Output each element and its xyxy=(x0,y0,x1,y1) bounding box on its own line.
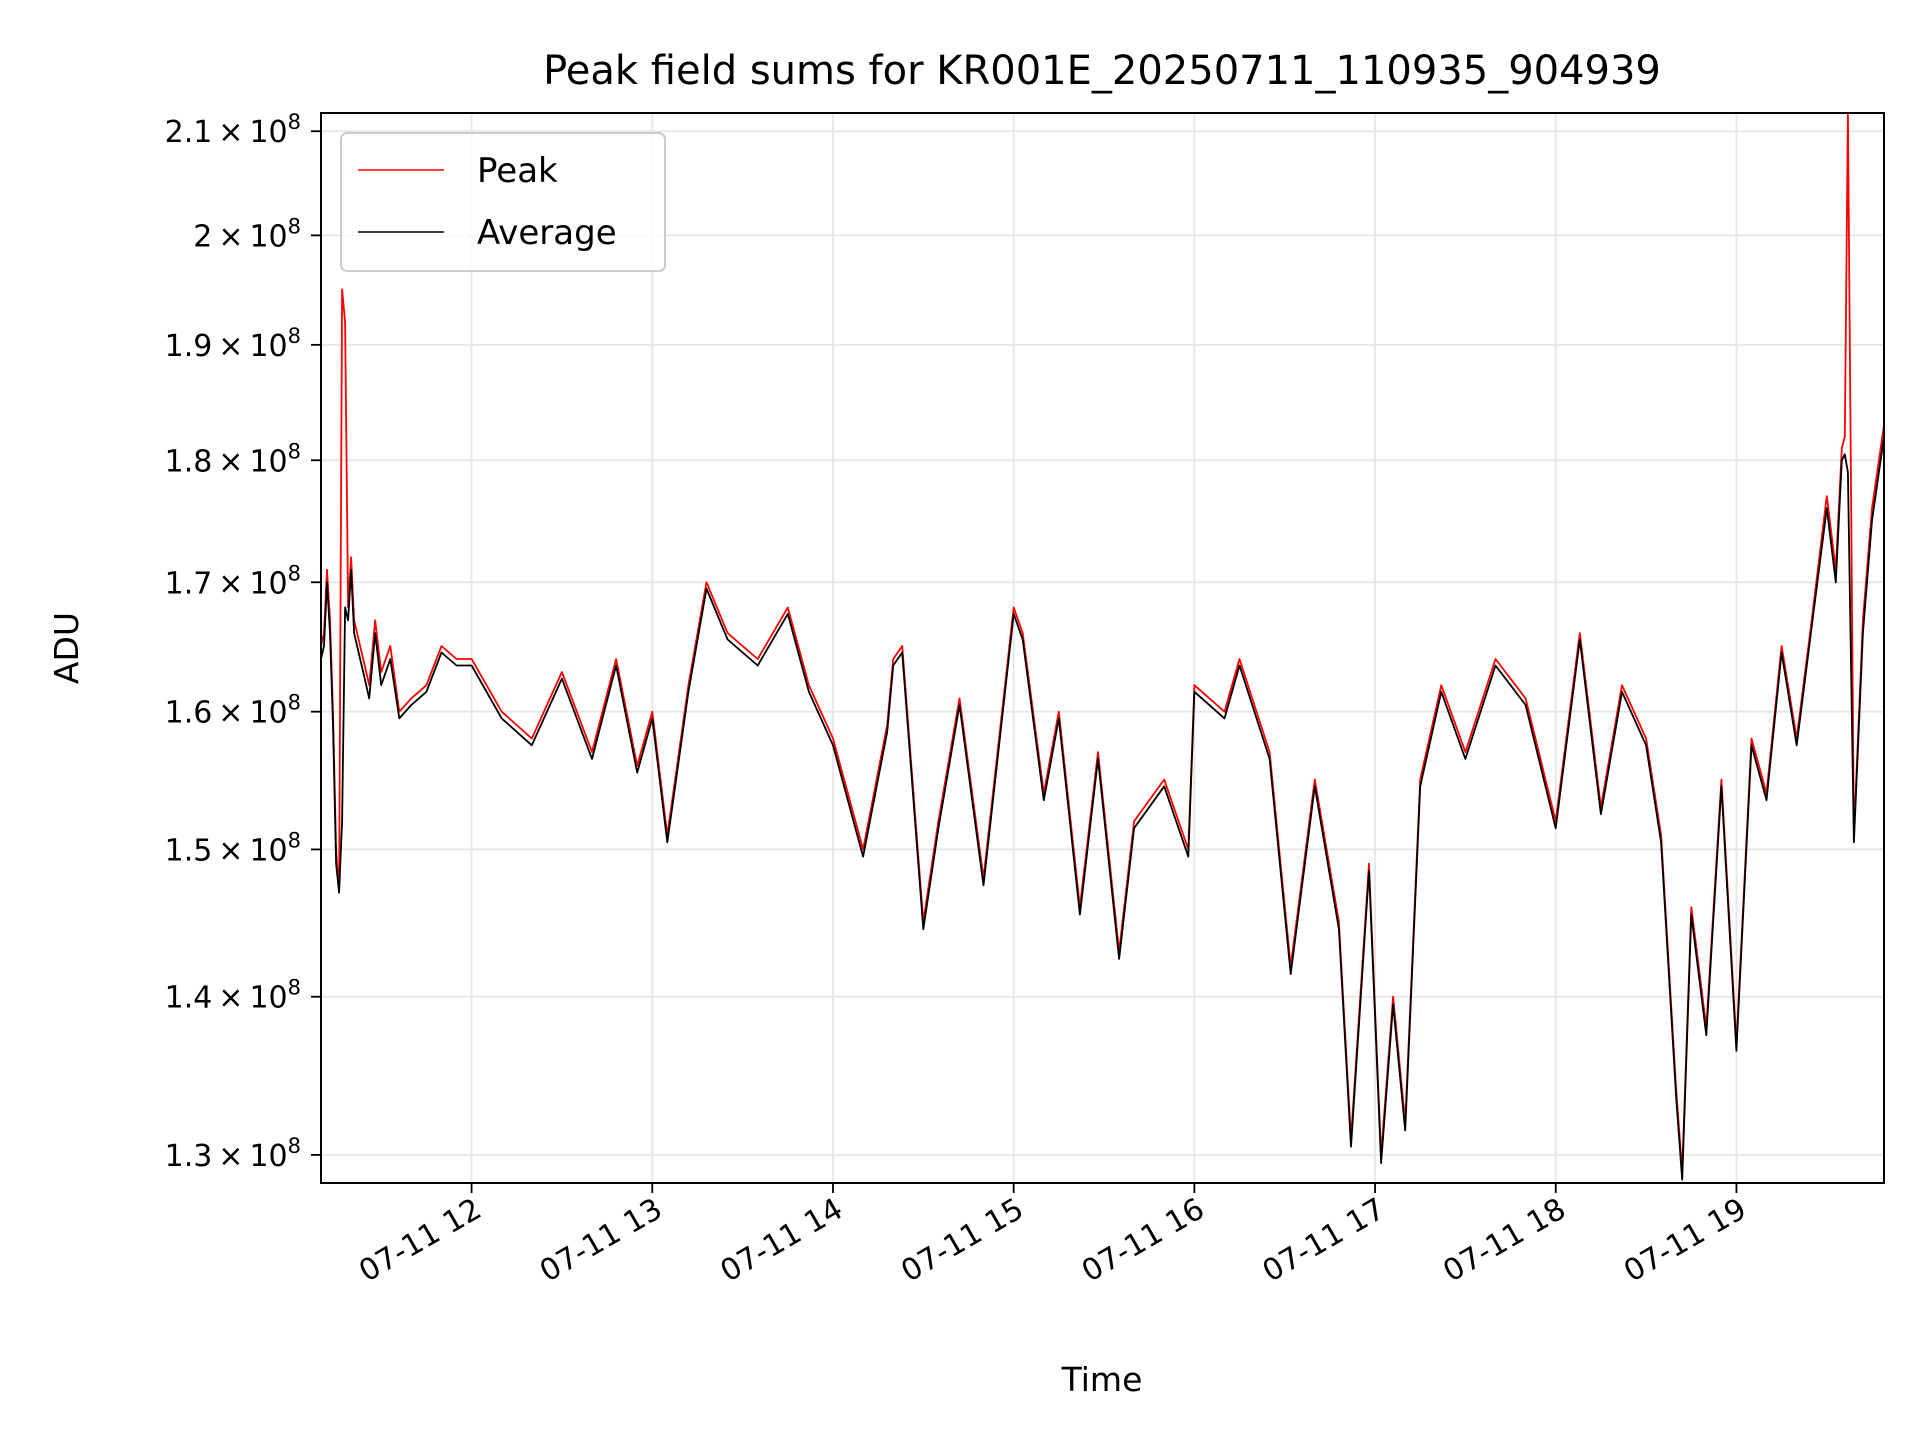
y-tick-label: 2.1 × 108 xyxy=(165,110,301,150)
y-axis-label: ADU xyxy=(47,612,86,684)
series-layer xyxy=(320,112,1885,1181)
legend-label-peak: Peak xyxy=(477,151,558,191)
y-tick-label: 1.4 × 108 xyxy=(165,976,301,1016)
y-tick-label: 2 × 108 xyxy=(193,214,301,254)
y-tick-label: 1.9 × 108 xyxy=(165,324,301,364)
legend: Peak Average xyxy=(340,132,666,272)
y-axis: 1.3 × 108 1.4 × 108 1.5 × 108 1.6 × 108 1.7 … xyxy=(165,110,321,1174)
series-line-average xyxy=(320,436,1885,1181)
grid xyxy=(321,113,1884,1183)
y-tick-label: 1.5 × 108 xyxy=(165,828,301,868)
plot-frame xyxy=(320,112,1885,1184)
legend-box xyxy=(340,132,666,272)
y-tick-label: 1.6 × 108 xyxy=(165,691,301,731)
chart-title: Peak field sums for KR001E_20250711_1109… xyxy=(543,48,1661,94)
y-tick-label: 1.8 × 108 xyxy=(165,439,301,479)
y-tick-label: 1.3 × 108 xyxy=(165,1134,301,1174)
y-tick-label: 1.7 × 108 xyxy=(165,561,301,601)
series-line-peak xyxy=(320,112,1885,1173)
x-axis-label: Time xyxy=(1061,1360,1143,1399)
legend-label-average: Average xyxy=(477,213,617,253)
